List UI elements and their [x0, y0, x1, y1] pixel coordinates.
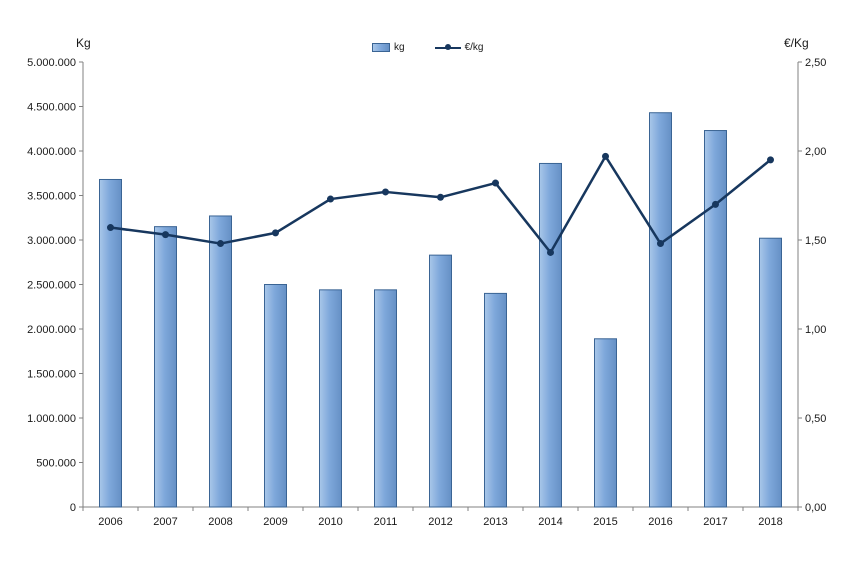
x-category-label: 2008 [208, 516, 232, 528]
left-tick-label: 0 [70, 502, 76, 514]
left-tick-label: 2.000.000 [27, 324, 76, 336]
point-2008 [217, 240, 224, 248]
bar-2017 [704, 130, 727, 508]
bar-2012 [429, 254, 452, 508]
x-category-label: 2014 [538, 516, 562, 528]
point-2017 [712, 200, 719, 208]
bar-2014 [539, 162, 562, 508]
point-2009 [272, 229, 279, 237]
right-axis-title: €/Kg [784, 36, 809, 50]
left-tick-label: 1.500.000 [27, 369, 76, 381]
x-category-label: 2013 [483, 516, 507, 528]
legend-label-eur-kg: €/kg [464, 42, 484, 53]
point-2006 [107, 224, 114, 232]
bar-2016 [649, 112, 672, 508]
point-2013 [492, 179, 499, 187]
bar-2006 [99, 178, 122, 508]
x-category-label: 2018 [758, 516, 782, 528]
x-category-label: 2012 [428, 516, 452, 528]
point-2007 [162, 231, 169, 239]
right-tick-label: 2,00 [805, 146, 826, 158]
right-tick-label: 1,00 [805, 324, 826, 336]
point-2011 [382, 188, 389, 196]
legend-label-kg: kg [394, 42, 405, 53]
bar-2007 [154, 226, 177, 508]
point-2018 [767, 156, 774, 164]
x-category-label: 2015 [593, 516, 617, 528]
point-2014 [547, 248, 554, 256]
left-axis-title: Kg [76, 36, 91, 50]
point-2010 [327, 195, 334, 203]
left-tick-label: 3.000.000 [27, 235, 76, 247]
legend: kg €/kg [372, 42, 483, 53]
bar-2015 [594, 338, 617, 508]
point-2012 [437, 193, 444, 201]
legend-item-kg: kg [372, 42, 405, 53]
x-category-label: 2006 [98, 516, 122, 528]
legend-item-eur-kg: €/kg [434, 42, 484, 53]
right-tick-label: 1,50 [805, 235, 826, 247]
left-tick-label: 4.500.000 [27, 102, 76, 114]
left-tick-label: 3.500.000 [27, 191, 76, 203]
plot-area: 5.000.000 4.500.000 4.000.000 3.500.000 3.00… [27, 57, 826, 528]
x-category-label: 2011 [374, 516, 398, 528]
x-category-label: 2016 [648, 516, 672, 528]
x-category-label: 2010 [318, 516, 342, 528]
left-tick-label: 2.500.000 [27, 280, 76, 292]
bar-2013 [484, 292, 507, 508]
bar-2008 [209, 215, 232, 508]
kg-bar-swatch-icon [372, 43, 390, 52]
left-tick-label: 1.000.000 [27, 413, 76, 425]
right-tick-label: 0,00 [805, 502, 826, 514]
x-category-label: 2017 [703, 516, 727, 528]
bar-2011 [374, 289, 397, 508]
bar-2010 [319, 289, 342, 508]
left-tick-label: 500.000 [36, 458, 76, 470]
right-tick-label: 0,50 [805, 413, 826, 425]
bar-2009 [264, 284, 287, 508]
point-2016 [657, 240, 664, 248]
bar-2018 [759, 237, 782, 508]
left-tick-label: 4.000.000 [27, 146, 76, 158]
x-category-label: 2007 [153, 516, 177, 528]
eur-kg-line-swatch-icon [434, 43, 461, 52]
point-2015 [602, 152, 609, 160]
x-category-label: 2009 [263, 516, 287, 528]
right-tick-label: 2,50 [805, 57, 826, 69]
left-tick-label: 5.000.000 [27, 57, 76, 69]
